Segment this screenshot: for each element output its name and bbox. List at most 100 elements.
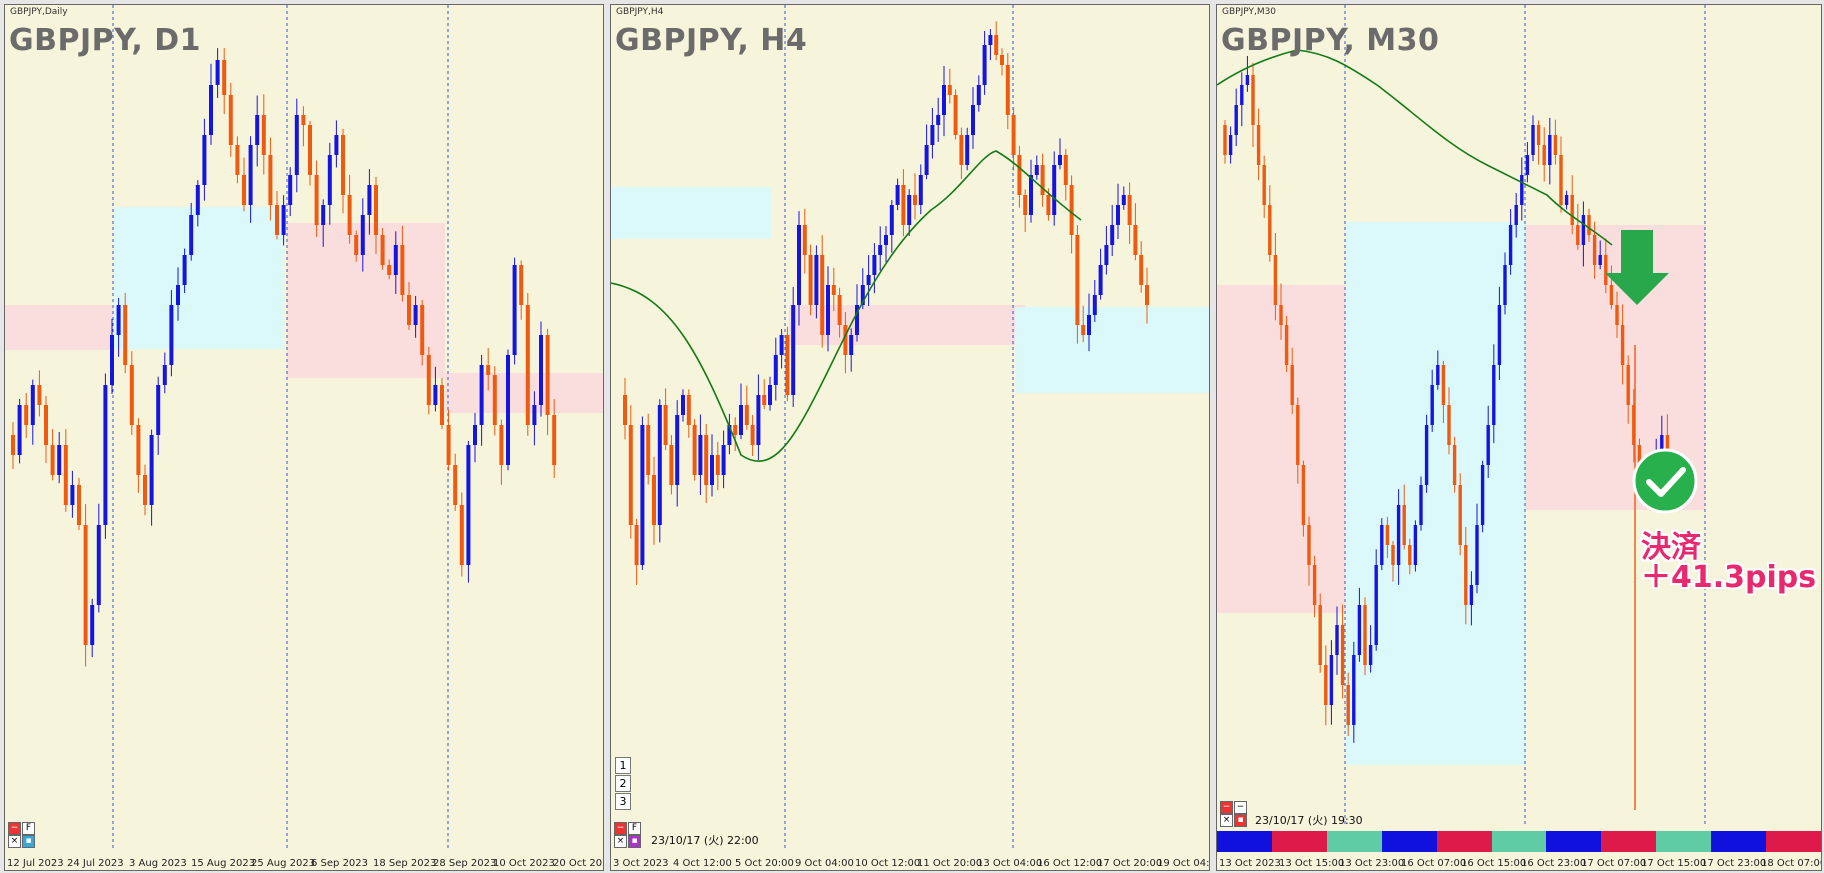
strength-segment: [1711, 831, 1767, 852]
candle-body: [512, 265, 517, 355]
candle-body: [1564, 195, 1569, 205]
candle-body: [50, 445, 55, 475]
float-button[interactable]: F: [22, 822, 35, 835]
indicator-window-button-3[interactable]: 3: [615, 793, 631, 810]
x-tick: 18 Sep 2023: [373, 858, 437, 869]
candle-body: [1436, 365, 1440, 385]
square-icon[interactable]: ▪: [628, 835, 641, 848]
candle-body: [826, 285, 830, 335]
candle-body: [288, 175, 293, 205]
candle-body: [884, 235, 888, 245]
candle-body: [301, 115, 306, 125]
x-tick: 12 Jul 2023: [7, 858, 64, 869]
x-tick: 13 Oct 2023: [1219, 858, 1281, 869]
candle-body: [1396, 505, 1401, 565]
candle-body: [314, 175, 319, 225]
candle-body: [387, 265, 392, 275]
x-tick: 16 Oct 15:00: [1461, 858, 1527, 869]
candle-body: [715, 455, 720, 475]
strength-segment: [1546, 831, 1602, 852]
candle-body: [675, 415, 680, 485]
candle-body: [1548, 135, 1552, 165]
x-tick: 25 Aug 2023: [251, 858, 316, 869]
candle-body: [420, 305, 425, 355]
candle-body: [1023, 195, 1028, 215]
minimize-button[interactable]: −: [1220, 801, 1233, 814]
x-tick: 6 Sep 2023: [311, 858, 369, 869]
indicator-window-button-2[interactable]: 2: [615, 775, 631, 792]
candle-body: [872, 255, 877, 275]
candle-body: [1609, 285, 1614, 305]
candle-body: [1508, 225, 1513, 265]
strength-segment: [1326, 831, 1382, 852]
candle-body: [486, 365, 491, 375]
strength-segment: [1217, 831, 1272, 852]
restore-button[interactable]: −: [1234, 801, 1247, 814]
candle-body: [1116, 205, 1120, 225]
close-button[interactable]: ×: [8, 835, 21, 848]
candle-body: [913, 195, 917, 205]
square-icon[interactable]: ▪: [22, 835, 35, 848]
candle-body: [791, 305, 796, 395]
candle-body: [321, 205, 326, 225]
chart-panel-h4[interactable]: GBPJPY,H4 GBPJPY, H4 1 2 3 − F × ▪ 23/10…: [610, 4, 1210, 871]
minimize-button[interactable]: −: [8, 822, 21, 835]
candle-body: [1069, 185, 1074, 235]
candle-body: [860, 285, 865, 305]
candle-body: [976, 85, 981, 105]
candle-body: [413, 305, 418, 325]
chart-panel-m30[interactable]: GBPJPY,M30 GBPJPY, M30 決済 ＋41.3pips − − …: [1216, 4, 1822, 871]
candle-body: [1139, 255, 1144, 285]
candle-body: [367, 185, 372, 215]
chart-panel-d1[interactable]: GBPJPY,Daily GBPJPY, D1 − F × ▪ 12 Jul 2…: [4, 4, 604, 871]
candle-body: [261, 115, 266, 155]
candle-body: [1104, 245, 1109, 265]
candle-body: [90, 605, 95, 645]
candle-body: [634, 525, 639, 565]
candle-body: [1553, 135, 1558, 155]
candle-body: [739, 405, 743, 435]
candle-body: [1441, 365, 1446, 405]
candle-body: [182, 255, 187, 285]
candle-body: [814, 255, 819, 305]
candle-body: [327, 155, 332, 205]
candle-body: [762, 395, 767, 405]
candle-body: [849, 335, 854, 355]
candle-body: [698, 435, 703, 475]
candle-body: [802, 225, 807, 255]
candle-body: [1052, 165, 1057, 215]
candle-body: [1087, 315, 1091, 335]
candle-body: [1576, 225, 1580, 245]
candle-body: [994, 35, 999, 55]
minimize-button[interactable]: −: [614, 822, 627, 835]
moving-average-line: [1217, 49, 1613, 246]
indicator-window-button-1[interactable]: 1: [615, 757, 631, 774]
candle-body: [785, 335, 790, 395]
price-zone: [1015, 307, 1209, 393]
candle-body: [657, 405, 662, 525]
float-button[interactable]: F: [628, 822, 641, 835]
candle-body: [242, 175, 246, 205]
strength-segment: [1656, 831, 1712, 852]
candle-body: [808, 255, 813, 305]
sell-arrow-icon: [1605, 230, 1669, 305]
candle-body: [918, 175, 923, 205]
candle-body: [1391, 545, 1395, 565]
candle-body: [1256, 125, 1261, 165]
close-button[interactable]: ×: [1220, 814, 1233, 827]
x-tick: 18 Oct 07:00: [1761, 858, 1822, 869]
candle-body: [663, 405, 668, 445]
price-zone: [287, 223, 445, 378]
candle-body: [1273, 255, 1278, 305]
x-tick: 24 Jul 2023: [67, 858, 124, 869]
candle-body: [1268, 205, 1272, 255]
candle-body: [110, 335, 114, 385]
candle-body: [360, 215, 365, 255]
candle-body: [1290, 365, 1294, 405]
check-mark: [1646, 467, 1686, 497]
close-button[interactable]: ×: [614, 835, 627, 848]
candle-body: [1005, 65, 1010, 115]
candle-body: [17, 405, 22, 455]
square-icon[interactable]: ▪: [1234, 814, 1247, 827]
candle-body: [959, 135, 964, 165]
